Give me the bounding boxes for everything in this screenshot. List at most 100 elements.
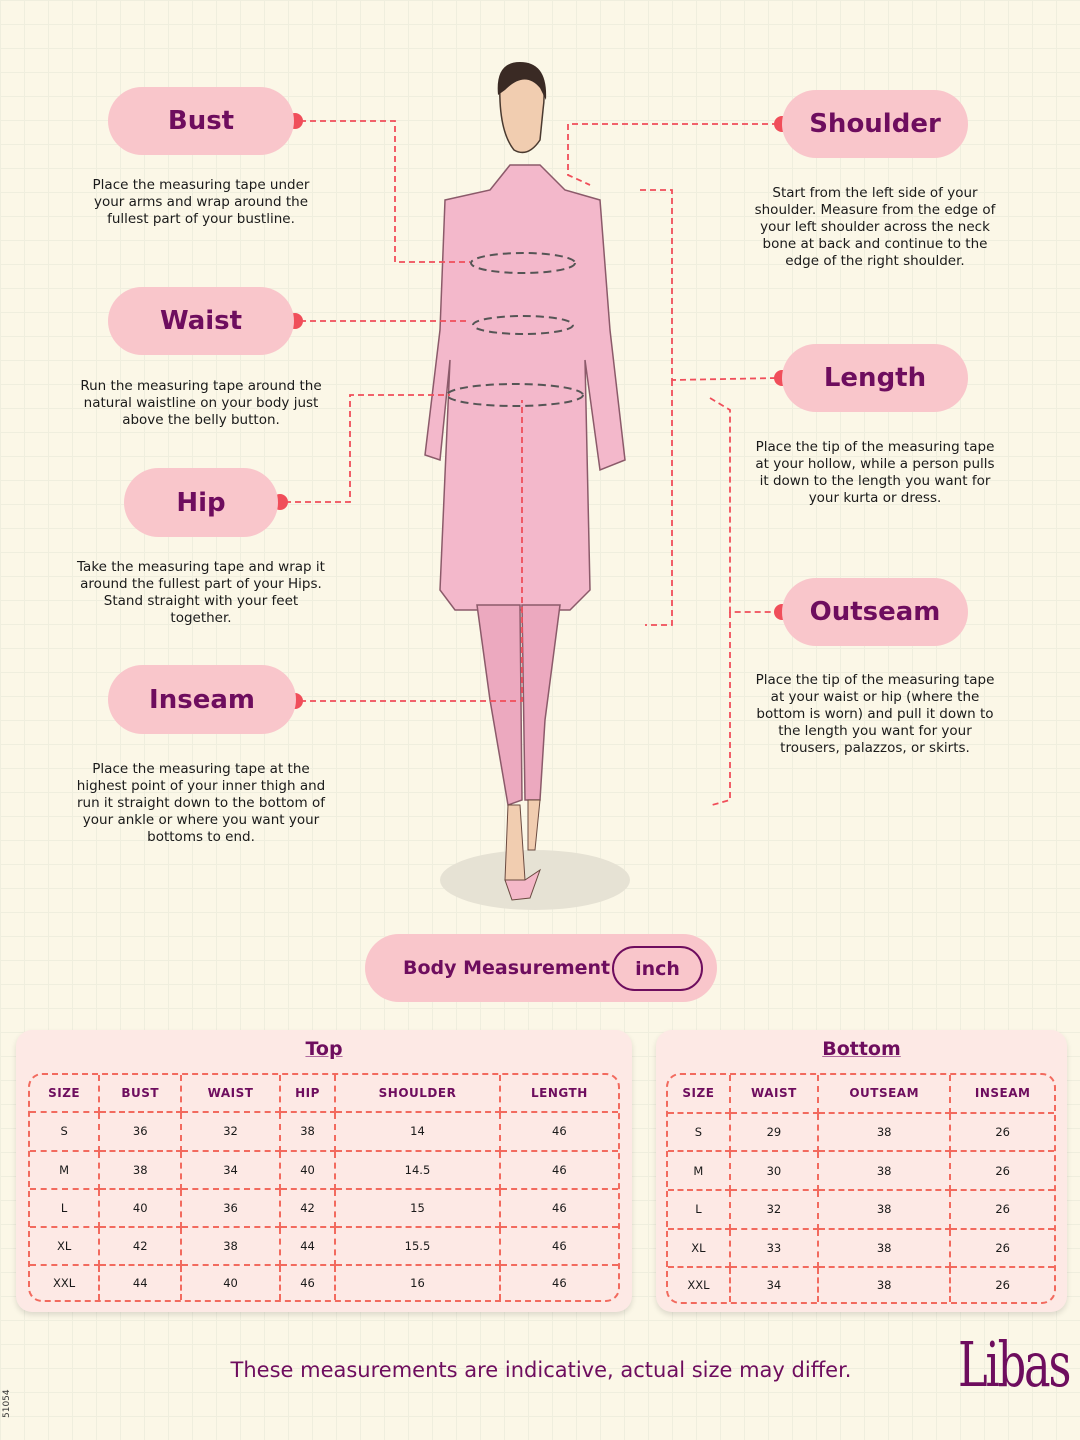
column-header: BUST [100,1075,183,1114]
table-row: L 40 36 42 15 46 [30,1189,618,1229]
top-size-table: SIZE BUST WAIST HIP SHOULDER LENGTH S 36 32 38 14 4… [28,1073,620,1302]
table-cell: 29 [730,1113,819,1153]
unit-selector: Body Measurement inch [365,934,717,1002]
table-cell: 38 [819,1113,952,1153]
table-cell: XL [668,1229,731,1269]
bust-description: Place the measuring tape under your arms… [92,177,310,227]
outseam-label: Outseam [782,578,968,646]
table-header-row: SIZE WAIST OUTSEAM INSEAM [668,1075,1054,1114]
table-cell: 44 [280,1228,337,1267]
table-cell: 26 [951,1191,1054,1230]
table-cell: 38 [819,1152,952,1191]
table-cell: S [30,1113,101,1152]
unit-toggle-inch[interactable]: inch [612,946,703,991]
table-row: XL 42 38 44 15.5 46 [30,1228,618,1267]
table-row: XXL 44 40 46 16 46 [30,1266,618,1300]
table-cell: 38 [819,1268,952,1302]
table-cell: 38 [182,1228,281,1267]
outseam-description: Place the tip of the measuring tape at y… [755,672,995,756]
column-header: WAIST [730,1075,819,1114]
model-figure [424,62,626,901]
table-cell: 14 [336,1113,501,1152]
waist-label: Waist [108,287,294,355]
bottom-table-title: Bottom [822,1038,901,1060]
table-cell: 46 [281,1266,337,1300]
column-header: LENGTH [500,1075,618,1114]
column-header: INSEAM [951,1075,1054,1114]
figure-illustration [272,62,790,910]
column-header: OUTSEAM [819,1075,952,1114]
table-row: L 32 38 26 [668,1190,1054,1230]
table-cell: 26 [951,1152,1054,1191]
shoulder-description: Start from the left side of your shoulde… [754,185,996,269]
inseam-description: Place the measuring tape at the highest … [76,761,326,845]
table-cell: XXL [668,1268,731,1302]
table-row: S 36 32 38 14 46 [30,1113,618,1152]
column-header: HIP [280,1075,337,1114]
bottom-size-table: SIZE WAIST OUTSEAM INSEAM S 29 38 26 M 30 38 26 L 32 3… [666,1073,1056,1304]
brand-logo: Libas [958,1328,1071,1401]
table-cell: S [668,1113,731,1153]
table-cell: 15 [336,1189,501,1229]
hip-description: Take the measuring tape and wrap it arou… [77,559,325,626]
waist-description: Run the measuring tape around the natura… [80,378,322,428]
column-header: WAIST [182,1075,281,1114]
table-cell: L [668,1190,731,1230]
table-cell: XXL [30,1266,101,1300]
table-cell: M [668,1152,731,1191]
table-cell: 40 [100,1189,183,1229]
table-cell: 38 [280,1113,337,1152]
hip-label: Hip [124,468,278,537]
table-cell: 46 [500,1152,618,1190]
table-row: M 38 34 40 14.5 46 [30,1151,618,1190]
length-description: Place the tip of the measuring tape at y… [755,439,995,506]
column-header: SHOULDER [336,1075,501,1114]
column-header: SIZE [668,1075,731,1114]
table-row: XL 33 38 26 [668,1229,1054,1269]
unit-selector-label: Body Measurement [403,957,611,979]
table-cell: 26 [951,1230,1054,1269]
table-cell: 14.5 [336,1151,501,1190]
column-header: SIZE [30,1075,101,1114]
table-cell: 46 [552,1276,567,1291]
table-cell: 36 [100,1113,183,1152]
top-size-panel: Top SIZE BUST WAIST HIP SHOULDER LENGTH S 36 32 3… [16,1030,632,1312]
table-cell: 15.5 [336,1228,501,1267]
top-table-title: Top [305,1038,343,1060]
table-cell: 32 [730,1190,819,1230]
table-cell: 44 [100,1266,183,1300]
table-cell: 42 [280,1189,337,1229]
bottom-size-panel: Bottom SIZE WAIST OUTSEAM INSEAM S 29 38 26 M 30 3… [656,1030,1067,1312]
table-row: S 29 38 26 [668,1113,1054,1153]
table-cell: 26 [995,1278,1010,1293]
table-cell: 46 [500,1228,618,1267]
guide-lines [285,120,779,806]
bust-label: Bust [108,87,294,155]
table-cell: L [30,1189,101,1229]
table-cell: 42 [100,1228,183,1267]
table-cell: 26 [951,1114,1054,1153]
table-cell: 36 [182,1189,281,1229]
table-header-row: SIZE BUST WAIST HIP SHOULDER LENGTH [30,1075,618,1114]
table-cell: 30 [730,1152,819,1191]
table-cell: 16 [336,1266,501,1300]
table-cell: 34 [182,1151,281,1190]
table-cell: 40 [182,1266,281,1300]
shoulder-label: Shoulder [782,90,968,158]
length-label: Length [782,344,968,412]
disclaimer: These measurements are indicative, actua… [230,1358,852,1382]
table-cell: 38 [819,1190,952,1230]
table-cell: 33 [730,1229,819,1269]
table-cell: M [30,1151,101,1190]
table-row: XXL 34 38 26 [668,1268,1054,1302]
product-code: 51054 [2,1389,12,1418]
table-cell: 46 [500,1190,618,1229]
table-row: M 30 38 26 [668,1152,1054,1191]
table-cell: XL [30,1228,101,1267]
table-cell: 40 [280,1151,337,1190]
table-cell: 32 [182,1113,281,1152]
table-cell: 38 [819,1229,952,1269]
inseam-label: Inseam [108,665,296,734]
table-cell: 46 [500,1113,618,1152]
table-cell: 34 [731,1268,819,1302]
